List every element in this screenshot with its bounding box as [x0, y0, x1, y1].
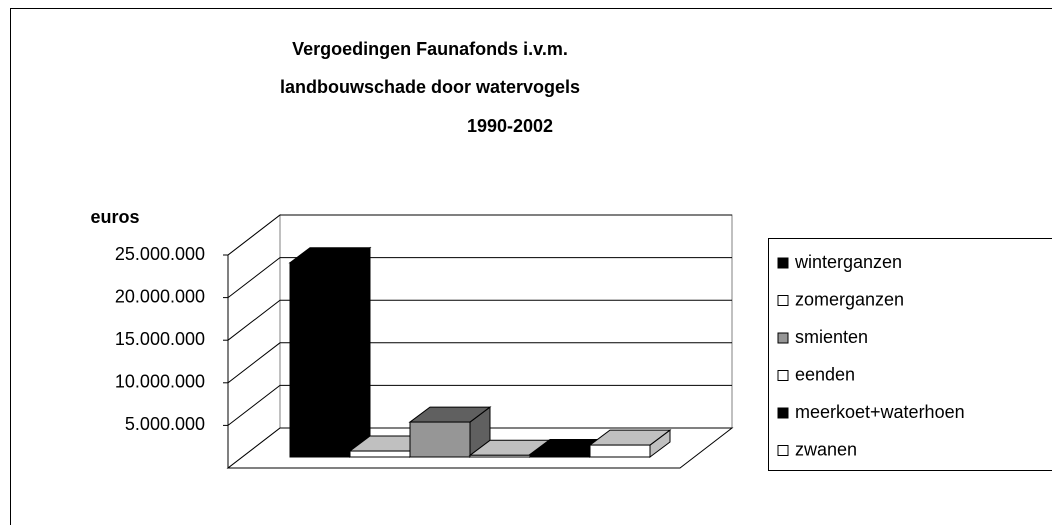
bar-front	[409, 421, 471, 458]
grid-line	[227, 384, 732, 426]
chart-title: 1990-2002	[467, 116, 553, 136]
bar-front	[469, 454, 531, 458]
legend	[768, 238, 1052, 471]
legend-label: meerkoet+waterhoen	[795, 402, 965, 422]
legend-marker	[777, 445, 789, 456]
legend-marker	[777, 407, 789, 419]
y-tick-label: 5.000.000	[125, 414, 205, 434]
legend-marker	[777, 295, 789, 306]
bar	[408, 406, 492, 458]
grid-line	[227, 257, 732, 298]
legend-label: smienten	[795, 327, 868, 347]
legend-label: zwanen	[795, 439, 857, 459]
y-axis-label: euros	[90, 207, 139, 227]
bar-front	[349, 450, 411, 458]
chart-title: landbouwschade door watervogels	[280, 77, 580, 97]
legend-label: zomerganzen	[795, 289, 904, 309]
y-tick-label: 25.000.000	[115, 244, 205, 264]
y-tick-label: 15.000.000	[115, 329, 205, 349]
bar	[588, 429, 672, 458]
y-tick-label: 10.000.000	[115, 372, 205, 392]
floor	[226, 427, 734, 469]
bar-front	[289, 262, 351, 458]
legend-marker	[777, 370, 789, 381]
bar-side	[349, 246, 371, 458]
grid-line	[227, 214, 732, 256]
legend-marker	[777, 332, 789, 344]
chart-title: Vergoedingen Faunafonds i.v.m.	[292, 39, 568, 59]
legend-marker	[777, 257, 789, 269]
y-tick-label: 20.000.000	[115, 286, 205, 306]
legend-label: eenden	[795, 364, 855, 384]
legend-label: winterganzen	[794, 252, 902, 272]
bar-front	[529, 453, 591, 458]
bar-front	[589, 444, 651, 458]
grid-line	[227, 299, 732, 341]
grid-line	[227, 342, 732, 384]
bar	[288, 246, 372, 458]
